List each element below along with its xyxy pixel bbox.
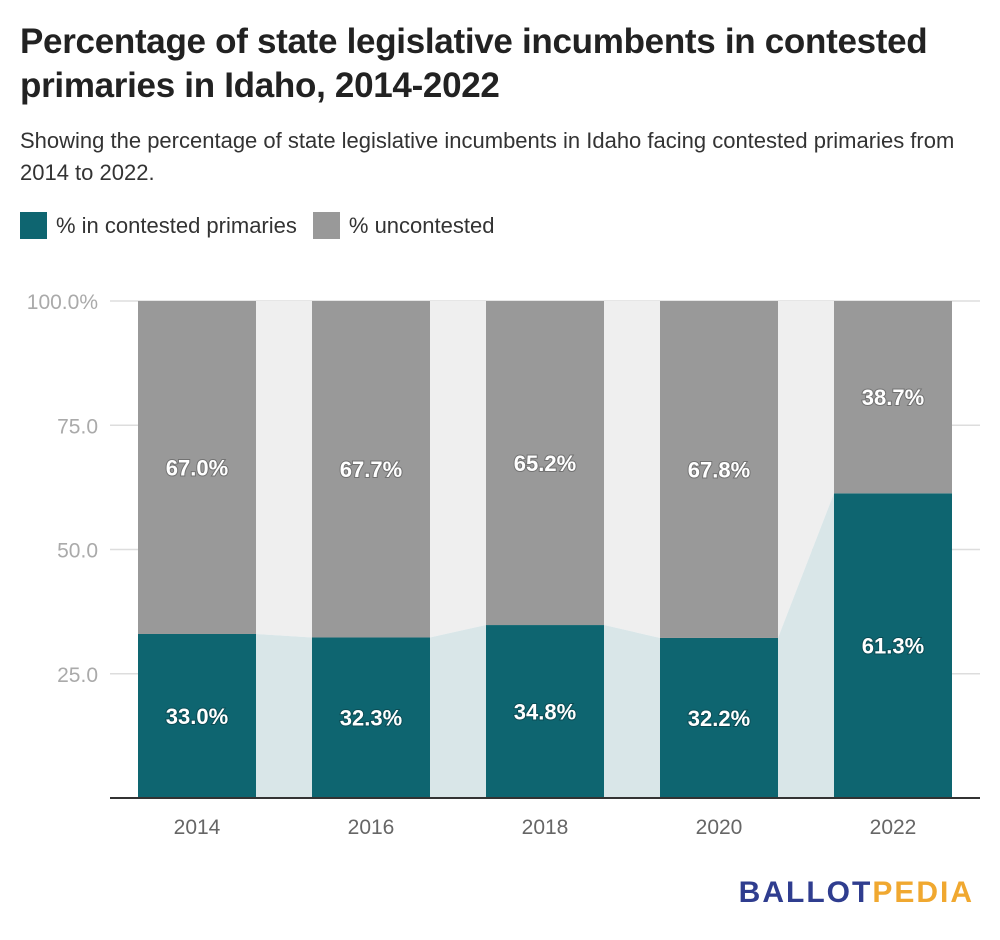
data-label: 34.8% <box>514 700 576 725</box>
data-label: 65.2% <box>514 451 576 476</box>
legend-item-contested: % in contested primaries <box>20 212 297 239</box>
x-tick-label: 2016 <box>348 816 395 839</box>
bar-contested <box>660 637 778 798</box>
y-tick-label: 75.0 <box>57 415 98 438</box>
bar-contested <box>486 625 604 798</box>
connector-lower <box>778 493 834 798</box>
connector-lower <box>604 625 660 798</box>
bar-contested <box>834 493 952 798</box>
y-tick-label: 25.0 <box>57 664 98 687</box>
y-tick-label: 50.0 <box>57 540 98 563</box>
bar-uncontested <box>486 301 604 626</box>
connector-upper <box>604 301 660 638</box>
data-label: 32.2% <box>688 706 750 731</box>
data-label: 38.7% <box>862 385 924 410</box>
bar-uncontested <box>138 301 256 634</box>
data-label: 61.3% <box>862 634 924 659</box>
connector-lower <box>256 633 312 798</box>
logo-text-ballot: BALLOT <box>738 876 873 909</box>
ballotpedia-logo: BALLOTPEDIA <box>739 876 974 910</box>
bar-uncontested <box>834 301 952 494</box>
legend-swatch-uncontested <box>312 212 340 239</box>
data-label: 67.8% <box>688 457 750 482</box>
x-tick-label: 2018 <box>522 816 569 839</box>
connector-upper <box>430 301 486 638</box>
y-tick-label: 100.0% <box>27 291 98 314</box>
bar-contested <box>312 637 430 798</box>
stacked-bar-chart: 33.0% 67.0% 2014 32.3% 67.7% 2016 34.8% 65.2% 20… <box>27 291 980 839</box>
bar-uncontested <box>660 301 778 638</box>
data-label: 67.0% <box>166 455 228 480</box>
data-label: 33.0% <box>166 704 228 729</box>
connector-lower <box>430 625 486 798</box>
legend-item-uncontested: % uncontested <box>312 212 495 239</box>
legend-label-uncontested: % uncontested <box>348 212 495 238</box>
legend: % in contested primaries % uncontested <box>20 212 510 239</box>
logo-text-pedia: PEDIA <box>872 876 974 909</box>
data-label: 32.3% <box>340 706 402 731</box>
x-tick-label: 2020 <box>696 816 743 839</box>
legend-swatch-contested <box>20 212 47 239</box>
x-tick-label: 2014 <box>174 816 221 839</box>
bar-uncontested <box>312 301 430 638</box>
connector-upper <box>778 301 834 638</box>
bar-contested <box>138 633 256 798</box>
legend-label-contested: % in contested primaries <box>56 212 297 238</box>
chart-subtitle: Showing the percentage of state legislat… <box>20 128 955 185</box>
chart-title: Percentage of state legislative incumben… <box>20 22 928 105</box>
connector-upper <box>256 301 312 638</box>
data-label: 67.7% <box>340 457 402 482</box>
x-tick-label: 2022 <box>870 816 917 839</box>
